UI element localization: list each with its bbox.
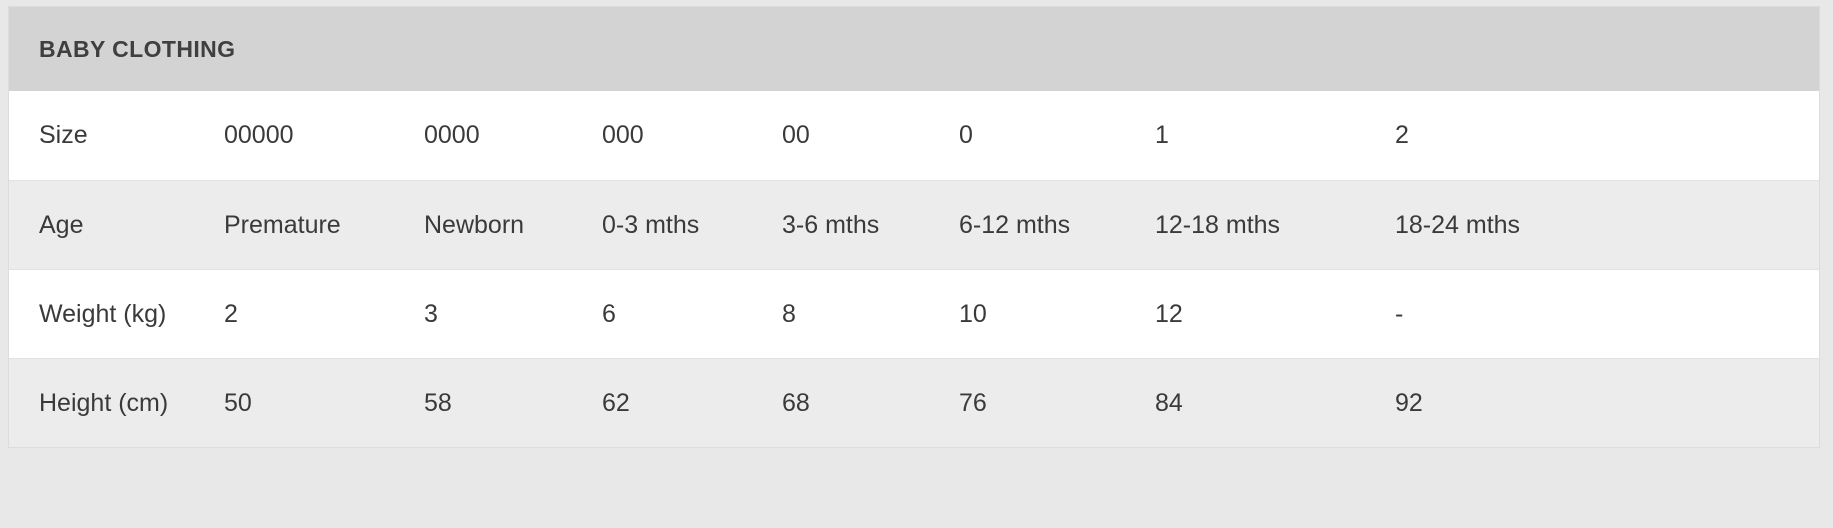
- table-cell: 76: [959, 388, 987, 417]
- table-cell: 6: [602, 299, 616, 328]
- table-cell: 10: [959, 299, 987, 328]
- table-cell: 84: [1155, 388, 1183, 417]
- row-label-age: Age: [39, 210, 84, 239]
- table-cell: 12-18 mths: [1155, 210, 1281, 239]
- table-cell: 6-12 mths: [959, 210, 1071, 239]
- table-cell: 92: [1395, 388, 1423, 417]
- baby-clothing-size-chart: BABY CLOTHING Size 00000 0000 000 00 0 1…: [8, 6, 1820, 448]
- table-row: Age Premature Newborn 0-3 mths 3-6 mths …: [9, 180, 1819, 269]
- table-cell: 62: [602, 388, 630, 417]
- table-cell: 3-6 mths: [782, 210, 880, 239]
- table-row: Weight (kg) 2 3 6 8 10 12 -: [9, 269, 1819, 358]
- table-cell: 1: [1155, 121, 1169, 149]
- table-cell: 000: [602, 121, 644, 149]
- table-cell: 18-24 mths: [1395, 210, 1521, 239]
- table-cell: 3: [424, 299, 438, 328]
- table-cell: 8: [782, 299, 796, 328]
- row-label-weight: Weight (kg): [39, 299, 167, 328]
- table-cell: 00000: [224, 121, 294, 149]
- table-cell: 0: [959, 121, 973, 149]
- table-row: Height (cm) 50 58 62 68 76 84 92: [9, 358, 1819, 447]
- row-label-height: Height (cm): [39, 388, 169, 417]
- table-cell: Premature: [224, 210, 341, 239]
- table-cell: 12: [1155, 299, 1183, 328]
- table-cell: 2: [224, 299, 238, 328]
- table-cell: Newborn: [424, 210, 525, 239]
- row-label-size: Size: [39, 121, 88, 149]
- table-cell: 0000: [424, 121, 480, 149]
- table-cell: 0-3 mths: [602, 210, 700, 239]
- table-row: Size 00000 0000 000 00 0 1 2: [9, 91, 1819, 180]
- size-chart-table: Size 00000 0000 000 00 0 1 2 Age Prematu…: [9, 91, 1819, 447]
- table-cell: 00: [782, 121, 810, 149]
- table-cell: 2: [1395, 121, 1409, 149]
- table-cell: 68: [782, 388, 810, 417]
- chart-header: BABY CLOTHING: [9, 7, 1819, 91]
- table-cell: 50: [224, 388, 252, 417]
- page-title: BABY CLOTHING: [39, 35, 236, 62]
- table-cell: 58: [424, 388, 452, 417]
- table-cell: -: [1395, 299, 1404, 328]
